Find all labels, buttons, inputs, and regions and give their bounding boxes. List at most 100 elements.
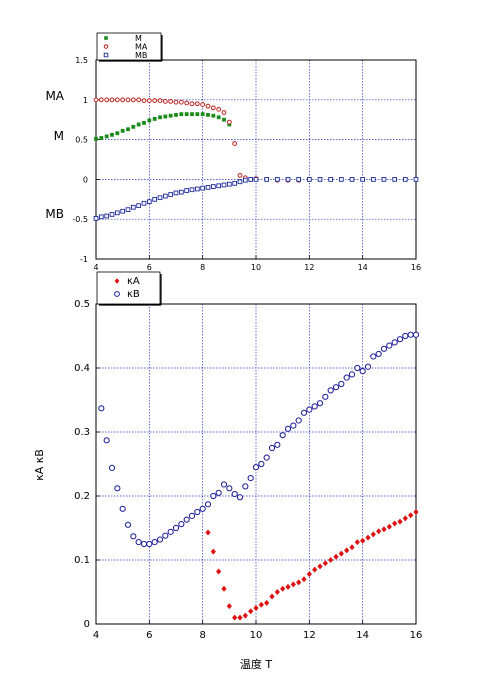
data-point — [199, 505, 206, 512]
y-axis-title: κA κB — [33, 449, 46, 481]
data-point — [115, 131, 120, 136]
panel-bottom: 4 6 8 10 12 14 16 0 0.1 0.2 0.3 0.4 0.5 κA κB — [74, 271, 422, 641]
data-point — [258, 460, 265, 468]
data-point — [168, 192, 174, 197]
data-point — [381, 177, 387, 182]
y-tick-label: 0.5 — [75, 136, 88, 145]
data-point — [370, 531, 376, 538]
y-tick-label: -1 — [80, 255, 88, 264]
legend-marker — [103, 52, 109, 58]
data-point — [328, 557, 334, 563]
data-point — [253, 177, 259, 182]
y-tick-label: 0.4 — [74, 363, 90, 374]
data-point — [280, 585, 286, 592]
data-point — [204, 501, 212, 508]
data-point — [188, 512, 196, 519]
data-point — [279, 432, 286, 439]
data-point — [168, 113, 173, 118]
data-point — [306, 177, 312, 182]
data-point — [338, 550, 344, 557]
data-point — [381, 526, 387, 533]
data-point — [348, 371, 356, 378]
legend-label: κA — [127, 276, 140, 287]
data-point — [285, 177, 291, 182]
data-point — [125, 97, 131, 103]
data-point — [322, 560, 328, 567]
legend-marker — [114, 278, 120, 284]
data-point — [151, 538, 158, 546]
x-axis-title: 温度 T — [240, 657, 272, 671]
data-point — [162, 532, 169, 539]
data-point — [99, 136, 104, 140]
data-point — [210, 548, 216, 555]
data-point — [248, 177, 254, 182]
data-point — [248, 608, 254, 615]
legend-label: M — [135, 34, 142, 43]
data-point — [392, 177, 398, 182]
data-point — [396, 336, 404, 343]
data-point — [242, 612, 248, 619]
grid-bottom — [96, 304, 416, 624]
data-point — [354, 539, 360, 546]
legend-label: κB — [127, 289, 140, 300]
series-bottom-1 — [205, 509, 419, 621]
data-point — [200, 185, 206, 191]
data-point — [354, 364, 361, 372]
data-point — [94, 136, 98, 141]
data-point — [119, 505, 126, 512]
x-tick-label: 10 — [250, 630, 263, 641]
data-point — [167, 528, 174, 535]
data-point — [242, 483, 249, 490]
data-point — [178, 99, 184, 105]
data-point — [142, 120, 146, 125]
data-point — [274, 177, 280, 182]
data-point — [349, 177, 355, 182]
data-point — [120, 208, 126, 214]
data-point — [157, 195, 163, 201]
data-point — [205, 529, 211, 536]
data-point — [114, 485, 121, 492]
legend-marker — [114, 291, 120, 297]
x-tick-label: 14 — [356, 630, 369, 641]
data-point — [162, 98, 168, 104]
data-point — [226, 181, 232, 187]
data-point — [226, 485, 233, 492]
data-point — [290, 581, 296, 588]
data-point — [136, 203, 142, 209]
y-tick-label: 0 — [84, 619, 90, 630]
data-point — [221, 585, 227, 592]
data-point — [242, 177, 248, 183]
data-point — [344, 547, 350, 554]
y-tick-label: -0.5 — [72, 215, 88, 224]
data-point — [104, 134, 109, 139]
data-point — [136, 122, 141, 127]
data-point — [268, 444, 276, 452]
x-tick-label: 12 — [304, 263, 314, 272]
series-top-3 — [93, 177, 419, 221]
y-tick-label: 0.1 — [74, 555, 90, 566]
data-point — [258, 601, 264, 608]
data-point — [200, 102, 206, 107]
data-point — [210, 105, 216, 111]
data-point — [135, 538, 142, 546]
data-point — [140, 540, 148, 548]
data-point — [120, 128, 125, 133]
data-point — [152, 98, 158, 103]
x-tick-label: 6 — [146, 630, 152, 641]
data-point — [375, 350, 382, 358]
data-point — [392, 520, 398, 527]
data-point — [386, 342, 393, 349]
series-top-1 — [94, 112, 232, 141]
data-point — [360, 177, 366, 182]
data-point — [317, 177, 323, 182]
data-point — [120, 97, 126, 103]
y-tick-label: 0.3 — [74, 427, 90, 438]
data-point — [124, 521, 132, 528]
data-point — [195, 112, 200, 117]
data-point — [156, 536, 164, 543]
legend-label: MB — [135, 51, 147, 60]
data-point — [130, 204, 136, 210]
data-point — [402, 515, 408, 522]
data-point — [104, 97, 110, 103]
data-point — [205, 103, 211, 109]
